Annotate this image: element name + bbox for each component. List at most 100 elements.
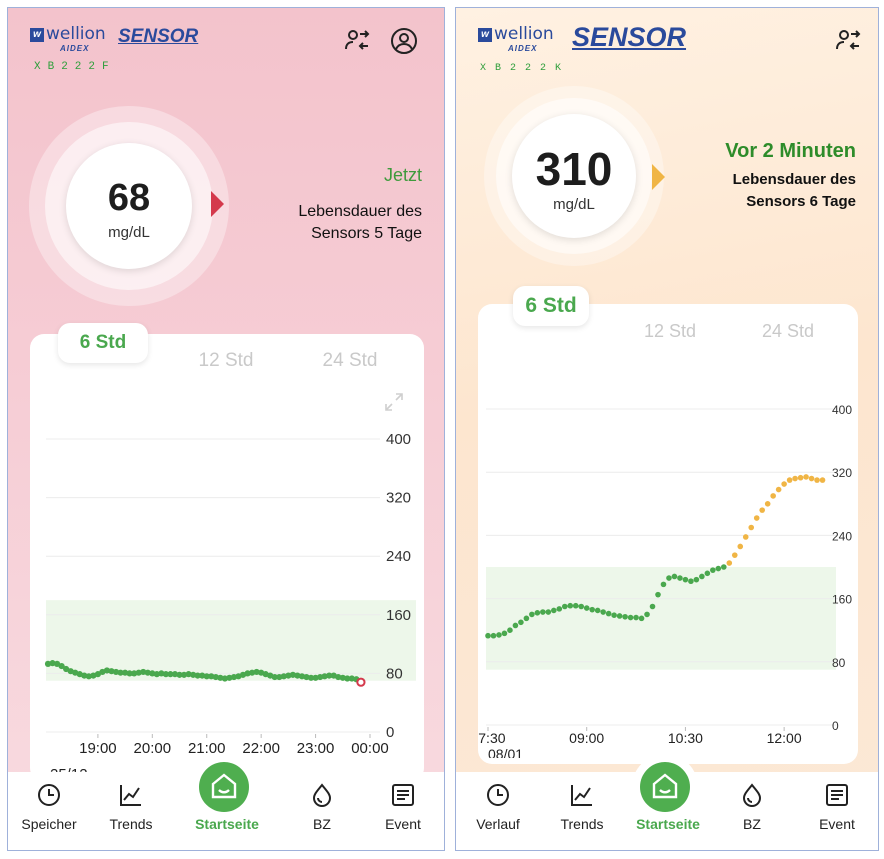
chart-card <box>478 304 858 764</box>
glucose-point <box>572 602 579 609</box>
sensor-life-line1: Lebensdauer des <box>732 171 856 188</box>
glucose-point <box>775 486 782 493</box>
y-tick-label: 240 <box>832 529 852 543</box>
sensor-life-line1: Lebensdauer des <box>298 203 422 220</box>
glucose-point <box>753 515 760 521</box>
glucose-value: 310 <box>535 143 613 195</box>
glucose-point <box>671 573 678 580</box>
expand-icon[interactable] <box>384 392 404 412</box>
y-tick-label: 320 <box>832 466 852 480</box>
glucose-unit: mg/dL <box>553 196 595 213</box>
x-tick-label: 07:30 <box>478 730 506 746</box>
nav-label: BZ <box>743 816 761 832</box>
brand-sensor: SENSOR <box>118 26 199 47</box>
y-tick-label: 80 <box>386 665 403 682</box>
glucose-point <box>748 524 755 531</box>
glucose-point <box>759 507 765 513</box>
brand-wellion: wellion <box>46 24 106 44</box>
glucose-point <box>644 611 650 618</box>
latest-reading-point <box>356 677 366 687</box>
glucose-point <box>731 552 738 558</box>
glucose-point <box>814 477 820 483</box>
y-tick-label: 0 <box>386 724 394 741</box>
brand-badge: w <box>30 28 44 42</box>
brand-logo: w wellion AIDEX SENSOR <box>30 24 198 60</box>
glucose-point <box>819 477 826 483</box>
glucose-point <box>58 662 65 670</box>
glucose-point <box>523 615 530 622</box>
y-tick-label: 320 <box>386 490 411 507</box>
brand-logo: w wellion AIDEX SENSOR <box>478 22 686 60</box>
reading-time: Jetzt <box>383 165 422 185</box>
tab-24-std[interactable]: 24 Std <box>761 321 815 341</box>
reading-time: Vor 2 Minuten <box>725 140 856 162</box>
tab-6-std[interactable]: 6 Std <box>513 286 589 326</box>
glucose-point <box>770 493 776 499</box>
switch-user-icon[interactable] <box>342 26 372 56</box>
nav-label: Trends <box>560 816 604 832</box>
home-button-fill <box>199 762 249 812</box>
brand-aidex: AIDEX <box>508 44 538 53</box>
trends-icon <box>571 785 592 806</box>
glucose-point <box>167 671 174 678</box>
event-icon <box>826 784 848 806</box>
glucose-value: 68 <box>107 177 151 219</box>
glucose-point <box>540 609 546 615</box>
y-tick-label: 240 <box>386 548 411 565</box>
y-tick-label: 400 <box>832 403 852 417</box>
glucose-point <box>162 671 170 678</box>
glucose-point <box>518 619 524 626</box>
glucose-point <box>688 578 694 585</box>
x-tick-label: 22:00 <box>242 740 280 757</box>
trend-arrow-icon <box>652 164 665 190</box>
chart-card <box>30 334 424 782</box>
y-tick-label: 160 <box>386 607 411 624</box>
sensor-serial: XB222K <box>480 63 571 74</box>
home-button[interactable] <box>191 754 257 820</box>
home-button[interactable] <box>632 754 698 820</box>
tab-24-std[interactable]: 24 Std <box>322 350 378 371</box>
tab-6-std[interactable]: 6 Std <box>58 323 148 363</box>
switch-user-icon[interactable] <box>833 26 863 56</box>
tab-12-std[interactable]: 12 Std <box>643 321 697 341</box>
screen-right: w wellion AIDEX SENSOR XB222K 310 mg/dL … <box>455 7 879 851</box>
glucose-point <box>485 632 491 639</box>
tab-12-std[interactable]: 12 Std <box>198 350 254 371</box>
glucose-point <box>583 605 590 611</box>
glucose-point <box>622 613 628 620</box>
glucose-point <box>693 576 700 583</box>
glucose-chart: 400 320 240 160 80 0 07:30 09:00 10:30 12:00 08/01 <box>478 403 852 758</box>
glucose-point <box>496 632 502 638</box>
glucose-point <box>726 560 733 566</box>
blood-drop-icon <box>742 783 762 807</box>
nav-label: Event <box>819 816 855 832</box>
glucose-point <box>737 543 744 550</box>
glucose-point <box>271 673 278 681</box>
glucose-point <box>660 581 667 588</box>
account-icon[interactable] <box>389 26 419 56</box>
sensor-life-line2: Sensors 6 Tage <box>746 193 856 210</box>
sensor-life-line2: Sensors 5 Tage <box>311 225 422 242</box>
glucose-point <box>600 609 606 615</box>
glucose-point <box>786 477 793 483</box>
brand-badge: w <box>478 28 492 42</box>
glucose-reading: 310 mg/dL <box>512 114 636 238</box>
glucose-point <box>803 474 809 480</box>
glucose-point <box>567 602 574 609</box>
trend-arrow-icon <box>211 191 224 217</box>
glucose-point <box>176 671 183 678</box>
date-label: 08/01 <box>488 746 523 758</box>
trends-icon <box>120 785 141 806</box>
x-tick-label: 21:00 <box>188 740 226 757</box>
x-tick-label: 09:00 <box>569 730 604 746</box>
glucose-point <box>551 607 557 614</box>
glucose-point <box>655 591 661 598</box>
glucose-point <box>203 673 210 680</box>
glucose-unit: mg/dL <box>108 224 150 241</box>
home-button-fill <box>640 762 690 812</box>
glucose-point <box>512 622 519 629</box>
glucose-point <box>611 612 617 618</box>
nav-label: BZ <box>313 816 331 832</box>
glucose-point <box>594 607 601 614</box>
glucose-point <box>616 613 623 619</box>
